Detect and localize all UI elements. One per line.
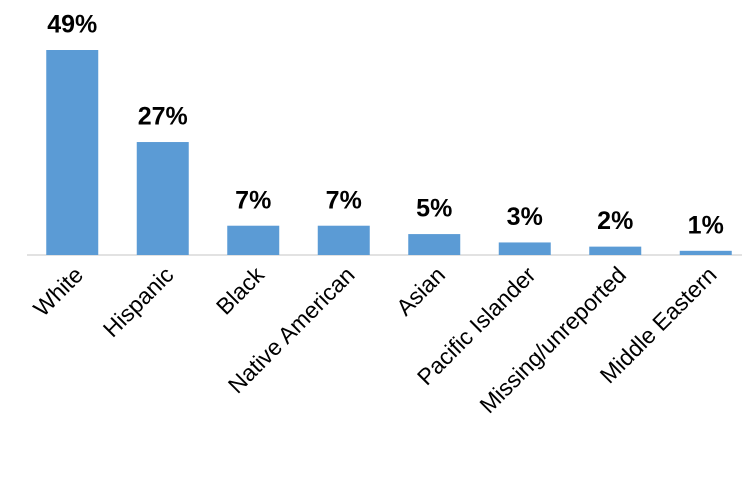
x-tick-label: White [28, 261, 88, 321]
x-tick-label: Hispanic [98, 261, 179, 342]
bar [227, 225, 280, 255]
bar [589, 246, 642, 255]
x-tick-label: Black [211, 261, 270, 320]
value-label: 7% [326, 186, 362, 214]
bar [679, 250, 732, 255]
bar [136, 142, 189, 255]
value-label: 7% [235, 186, 271, 214]
value-label: 27% [138, 103, 188, 131]
bar [408, 234, 461, 255]
value-label: 5% [416, 195, 452, 223]
x-tick-label: Asian [391, 261, 450, 320]
value-label: 2% [597, 207, 633, 235]
value-label: 3% [507, 203, 543, 231]
bar [317, 225, 370, 255]
bar [498, 242, 551, 255]
value-label: 1% [688, 211, 724, 239]
value-label: 49% [47, 11, 97, 39]
bar [46, 50, 99, 255]
